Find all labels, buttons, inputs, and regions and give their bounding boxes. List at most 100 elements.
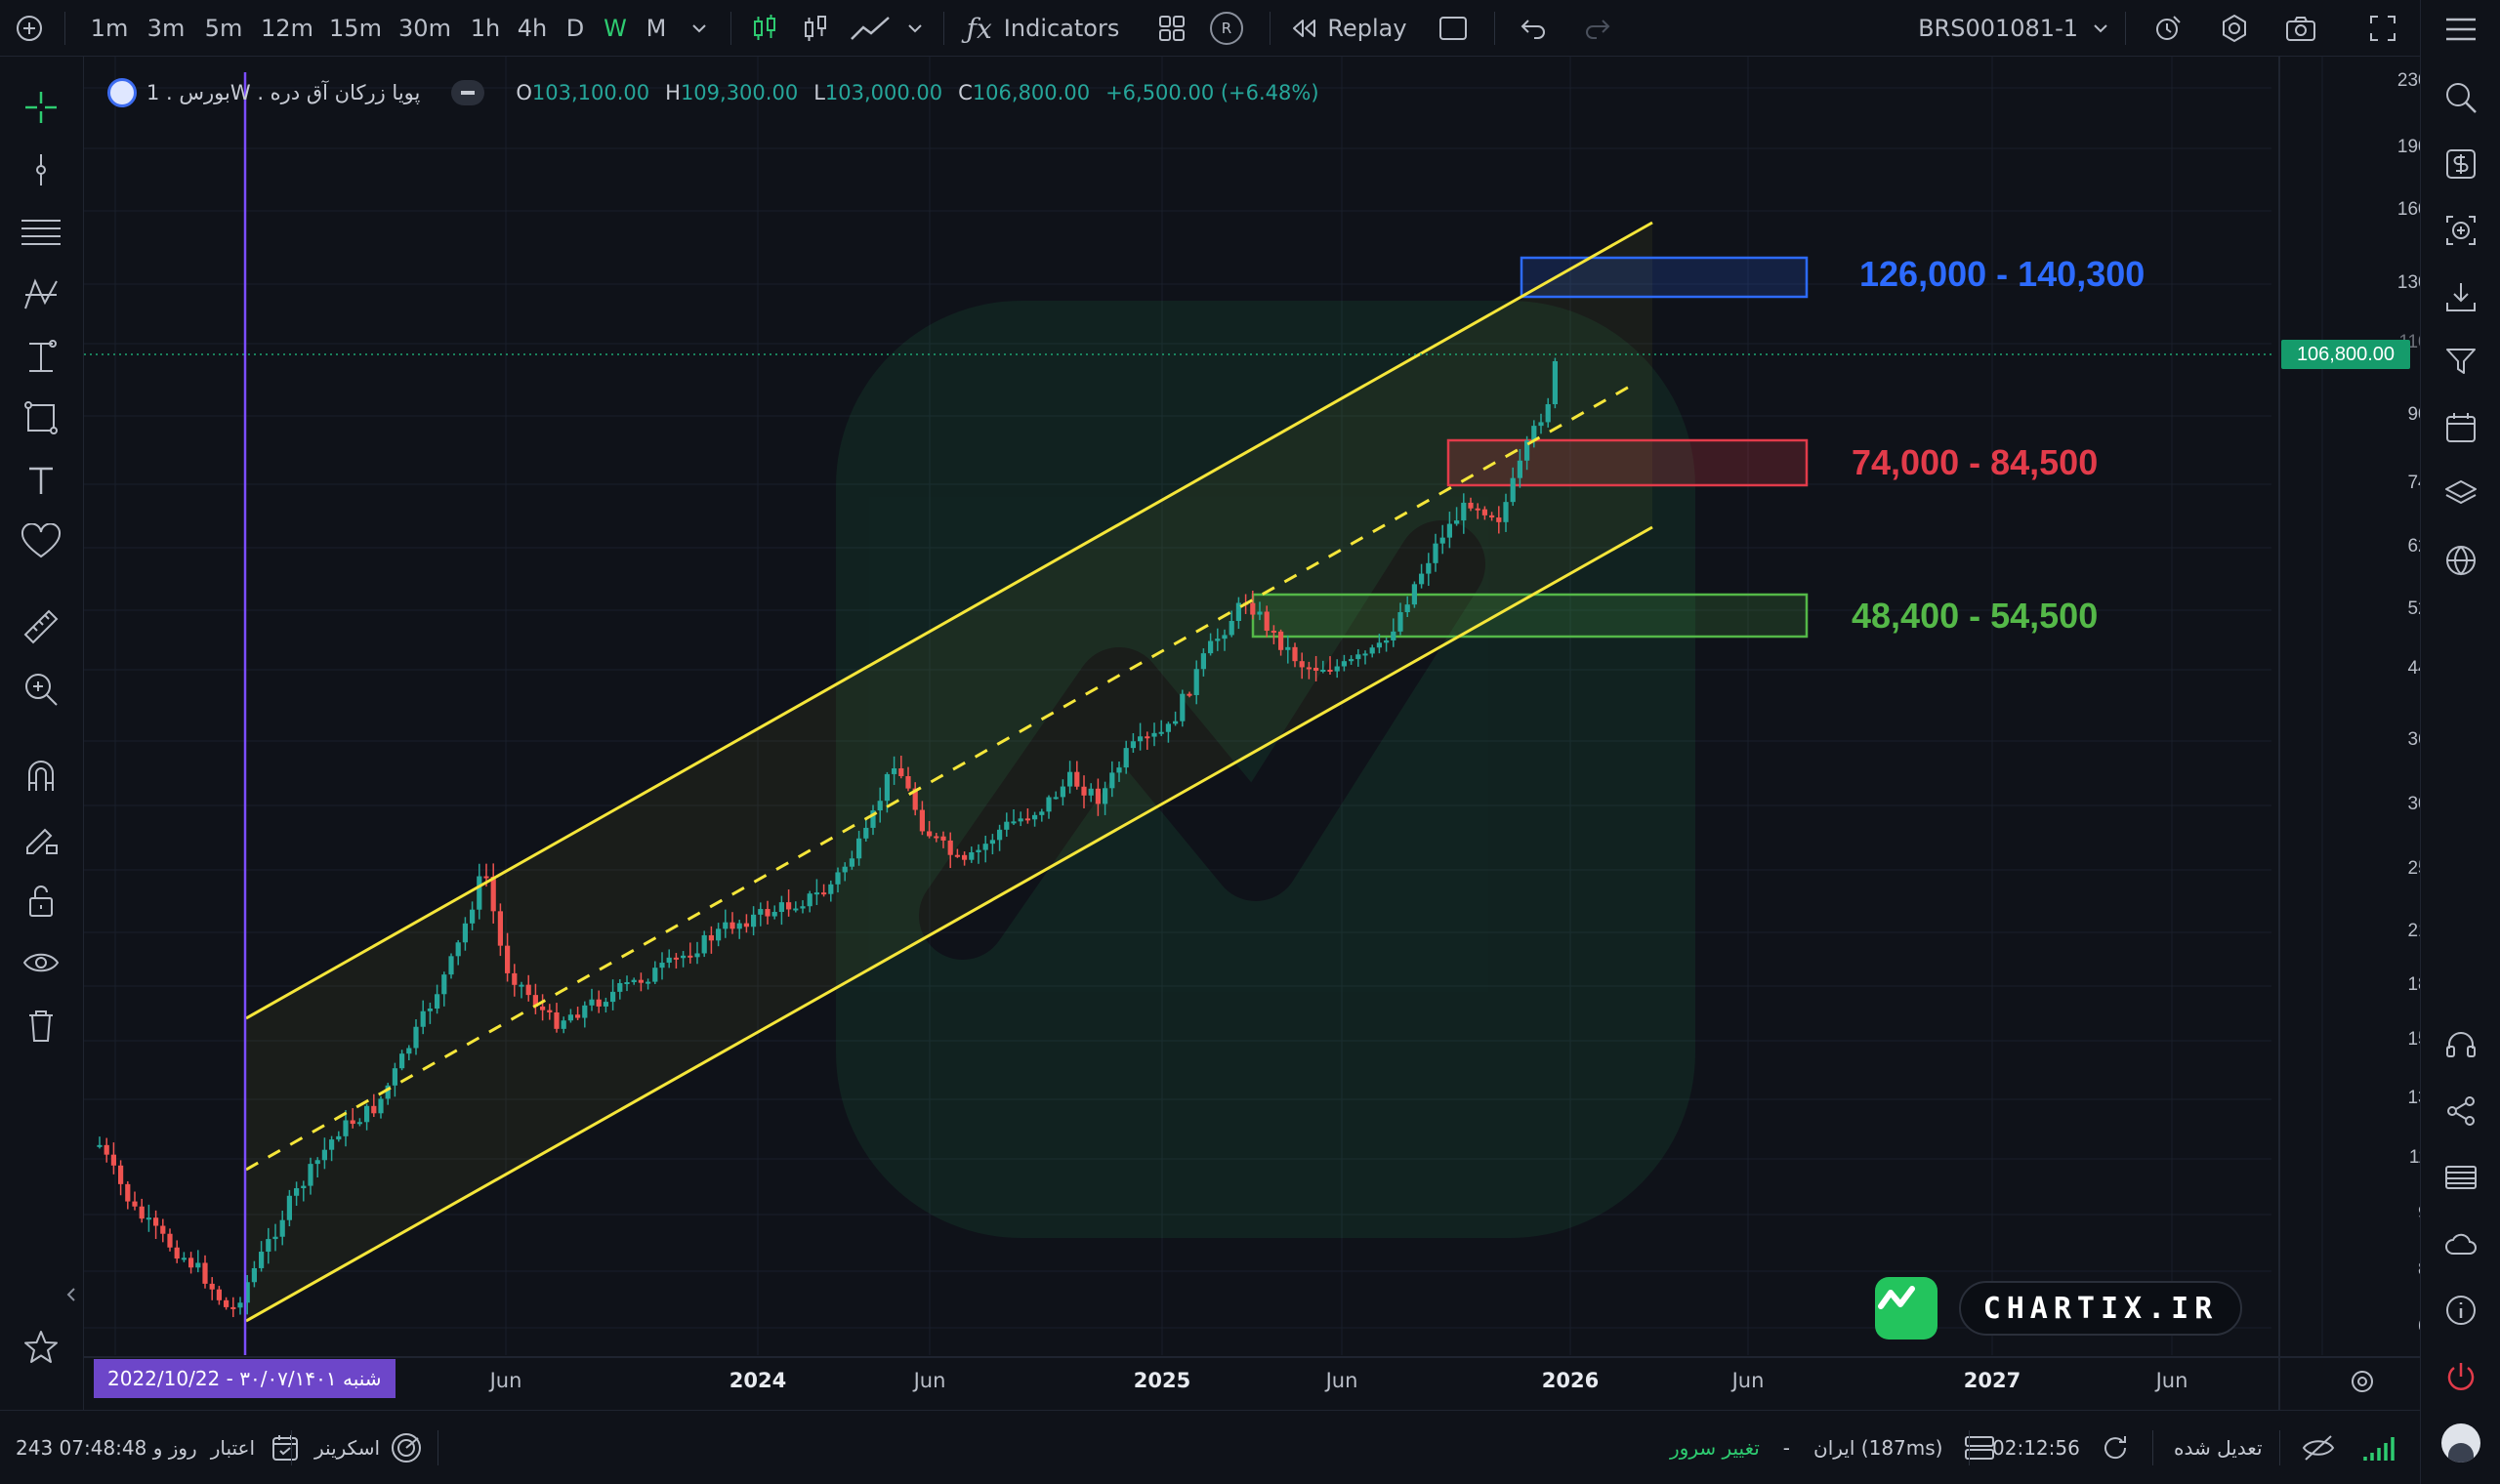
candle-body — [483, 876, 489, 879]
ruler-tool[interactable] — [18, 603, 64, 650]
screener-button[interactable]: اسکرینر — [314, 1411, 423, 1484]
cloud-button[interactable] — [2438, 1220, 2484, 1267]
fib-tool[interactable] — [18, 209, 64, 256]
candle-body — [1454, 520, 1460, 524]
candle-body — [392, 1068, 397, 1086]
favorite-star-tool[interactable] — [18, 1324, 64, 1371]
support-button[interactable] — [2438, 1021, 2484, 1068]
layers-button[interactable] — [2438, 471, 2484, 517]
bar-chart-icon — [805, 16, 826, 41]
share-button[interactable] — [2438, 1088, 2484, 1134]
channel-lower-line[interactable] — [245, 525, 1653, 1323]
timeframe-dropdown[interactable] — [682, 0, 717, 57]
magnet-tool[interactable] — [18, 752, 64, 799]
unlock-tool[interactable] — [18, 877, 64, 924]
candle-body — [898, 767, 904, 776]
pattern-tool[interactable] — [18, 271, 64, 318]
candle-body — [1200, 653, 1206, 670]
search-button[interactable] — [2438, 74, 2484, 121]
radar-icon — [392, 1433, 422, 1463]
timeframe-d[interactable]: D — [565, 15, 585, 42]
candle-body — [646, 981, 651, 984]
zone-green-box[interactable] — [1251, 593, 1809, 639]
legend-toggle-button[interactable] — [451, 80, 485, 105]
zone-blue-box[interactable] — [1520, 256, 1809, 299]
timeframe-30m[interactable]: 30m — [398, 15, 451, 42]
fullscreen-button[interactable] — [2361, 0, 2404, 57]
visibility-toggle[interactable] — [2301, 1411, 2336, 1484]
measure-tool[interactable] — [18, 334, 64, 381]
timeframe-4h[interactable]: 4h — [517, 15, 548, 42]
refresh-button[interactable] — [2100, 1411, 2131, 1484]
logout-button[interactable] — [2438, 1353, 2484, 1400]
candle-body — [947, 840, 953, 855]
redo-button[interactable] — [1576, 0, 1619, 57]
collapse-toolbar-button[interactable] — [61, 1271, 82, 1318]
rectangle-button[interactable] — [1432, 0, 1475, 57]
info-button[interactable] — [2438, 1287, 2484, 1334]
cloud-icon — [2445, 1233, 2477, 1255]
filter-button[interactable] — [2438, 338, 2484, 385]
channel-upper-line[interactable] — [245, 221, 1653, 1020]
settings-button[interactable] — [2213, 0, 2256, 57]
candle-body — [1475, 508, 1480, 511]
crosshair-tool[interactable] — [18, 84, 64, 131]
price-tick: 52,000.00 — [2407, 598, 2420, 619]
menu-button[interactable] — [2438, 6, 2484, 53]
candle-body — [308, 1164, 313, 1186]
calendar-button[interactable] — [2438, 404, 2484, 451]
layout-button[interactable] — [1150, 0, 1193, 57]
shape-tool[interactable] — [18, 394, 64, 441]
chart-area[interactable]: بورس . 1W . پویا زرکان آق دره O 103,100.0… — [84, 57, 2420, 1410]
delete-drawings-tool[interactable] — [18, 1002, 64, 1049]
legend-symbol-title[interactable]: بورس . 1W . پویا زرکان آق دره — [146, 81, 421, 104]
timeframe-5m[interactable]: 5m — [204, 15, 243, 42]
timeframe-m[interactable]: M — [646, 15, 667, 42]
headset-icon — [2446, 1032, 2476, 1057]
candle-chart-type-button[interactable] — [744, 0, 785, 57]
candle-body — [743, 923, 749, 928]
adjusted-toggle[interactable]: تعدیل شده — [2174, 1436, 2263, 1460]
chart-type-dropdown[interactable] — [898, 0, 932, 57]
timeframe-12m[interactable]: 12m — [261, 15, 313, 42]
favorites-tool[interactable] — [18, 519, 64, 566]
profile-button[interactable] — [2438, 1420, 2484, 1466]
function-icon: ƒx — [966, 12, 992, 45]
credit-status[interactable]: 243 روز و 07:48:48 اعتبار — [16, 1411, 300, 1484]
zoom-tool[interactable] — [18, 666, 64, 713]
alarm-icon — [2156, 16, 2181, 40]
download-button[interactable] — [2438, 273, 2484, 320]
r-button[interactable]: R — [1207, 0, 1246, 57]
timeframe-1m[interactable]: 1m — [90, 15, 129, 42]
line-chart-type-button[interactable] — [846, 0, 895, 57]
screenshot-button[interactable] — [2279, 0, 2322, 57]
add-watchlist-button[interactable] — [2438, 207, 2484, 254]
server-status[interactable]: تغییر سرور - ایران (187ms) — [1670, 1411, 1996, 1484]
price-tick: 130,000.00 — [2396, 272, 2420, 293]
star-icon — [24, 1331, 58, 1363]
zone-red-box[interactable] — [1446, 438, 1809, 487]
candle-body — [490, 876, 496, 912]
symbol-selector[interactable]: BRS001081-1 — [1914, 0, 2109, 57]
timeframe-1h[interactable]: 1h — [470, 15, 501, 42]
bar-chart-type-button[interactable] — [795, 0, 836, 57]
server-change-link[interactable]: تغییر سرور — [1670, 1436, 1760, 1460]
lock-drawings-tool[interactable] — [18, 814, 64, 861]
channel-middle-line[interactable] — [245, 383, 1634, 1172]
undo-button[interactable] — [1512, 0, 1555, 57]
globe-button[interactable] — [2438, 537, 2484, 584]
candle-body — [800, 906, 806, 909]
timeframe-3m[interactable]: 3m — [146, 15, 186, 42]
data-window-button[interactable] — [2438, 1154, 2484, 1201]
text-tool[interactable] — [18, 457, 64, 504]
price-chart[interactable] — [84, 57, 2420, 1410]
trend-line-tool[interactable] — [18, 146, 64, 193]
hide-drawings-tool[interactable] — [18, 939, 64, 986]
alert-button[interactable] — [2146, 0, 2189, 57]
timeframe-15m[interactable]: 15m — [329, 15, 382, 42]
price-button[interactable] — [2438, 141, 2484, 187]
replay-button[interactable]: Replay — [1285, 0, 1412, 57]
add-symbol-button[interactable] — [8, 0, 51, 57]
indicators-button[interactable]: ƒx Indicators — [961, 0, 1125, 57]
timeframe-w[interactable]: W — [604, 15, 627, 42]
